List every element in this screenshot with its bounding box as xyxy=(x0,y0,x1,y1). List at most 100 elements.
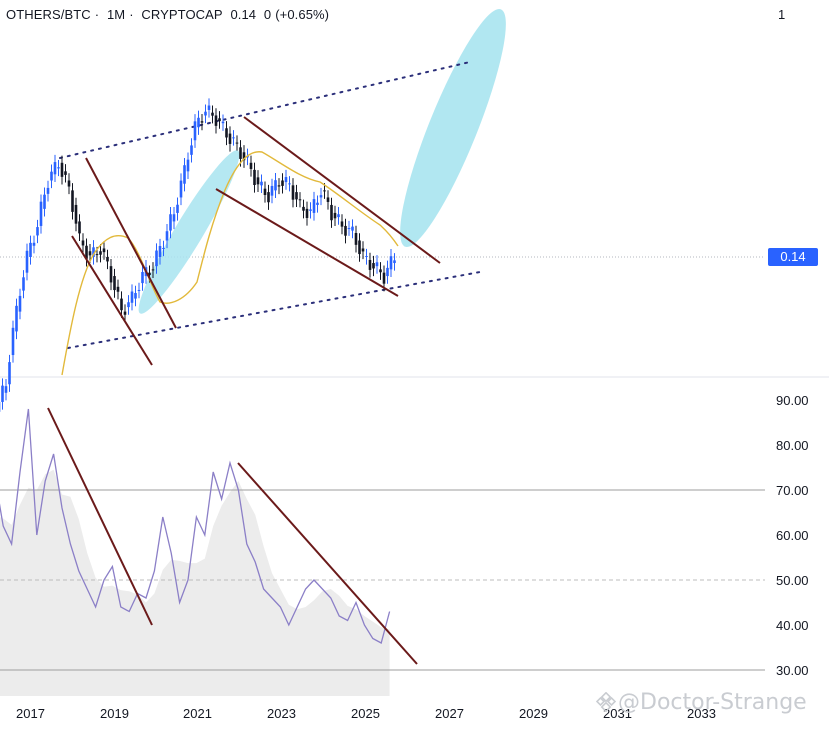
rsi-trendline-2018 xyxy=(47,407,153,626)
candle-body xyxy=(228,133,232,144)
time-tick: 2019 xyxy=(100,706,129,721)
candle-body xyxy=(81,240,85,246)
separator: · xyxy=(94,7,100,22)
rsi-trendline-2022 xyxy=(237,462,418,665)
candle-body xyxy=(288,183,291,185)
candle-body xyxy=(18,295,22,312)
watermark-text: @Doctor-Strange xyxy=(618,690,807,715)
change-percent: (+0.65%) xyxy=(275,7,330,22)
moving-average-line xyxy=(61,151,399,376)
candle-body xyxy=(29,242,32,257)
candle-body xyxy=(239,147,242,159)
candle-body xyxy=(333,212,337,219)
change-value: 0 xyxy=(263,7,272,22)
candle-body xyxy=(50,171,53,181)
candle-body xyxy=(102,248,106,253)
candle-body xyxy=(211,112,214,116)
candle-body xyxy=(134,293,137,299)
candle-body xyxy=(71,190,74,212)
interval-label[interactable]: 1M xyxy=(106,7,126,22)
candle-body xyxy=(340,221,344,227)
candle-body xyxy=(60,162,64,177)
candle-body xyxy=(53,162,57,175)
candle-body xyxy=(67,180,71,187)
candle-body xyxy=(375,262,379,267)
trendline-2018-lower xyxy=(71,235,153,366)
candle-body xyxy=(242,152,246,161)
candle-body xyxy=(64,171,67,175)
watermark: @Doctor-Strange xyxy=(596,690,807,715)
candle-body xyxy=(4,386,8,393)
candle-body xyxy=(281,180,284,186)
candle-body xyxy=(249,162,253,169)
rsi-tick-30: 30.00 xyxy=(776,663,809,678)
candle-body xyxy=(382,272,386,284)
candle-body xyxy=(235,142,239,144)
candle-body xyxy=(323,190,326,192)
candle-body xyxy=(137,289,141,291)
candle-body xyxy=(8,362,11,385)
price-axis-tick: 1 xyxy=(778,7,785,22)
candle-body xyxy=(256,177,260,185)
candle-body xyxy=(172,214,176,222)
candle-body xyxy=(207,105,211,110)
rsi-tick-90: 90.00 xyxy=(776,393,809,408)
chart-title: OTHERS/BTC · 1M · CRYPTOCAP 0.14 0 (+0.65%) xyxy=(6,7,333,22)
trendline-wedge-upper xyxy=(243,116,441,264)
candle-body xyxy=(291,185,295,200)
candle-body xyxy=(92,247,95,257)
candle-body xyxy=(302,206,305,211)
candle-body xyxy=(386,267,389,277)
candle-body xyxy=(270,185,274,196)
time-tick: 2023 xyxy=(267,706,296,721)
exchange-label: CRYPTOCAP xyxy=(141,7,223,22)
candle-body xyxy=(204,111,207,116)
candle-body xyxy=(365,256,368,258)
candle-body xyxy=(22,277,25,291)
candle-body xyxy=(218,118,221,122)
candle-body xyxy=(267,192,270,203)
candle-body xyxy=(389,256,393,270)
candle-body xyxy=(116,286,120,292)
rsi-band xyxy=(0,469,390,696)
rsi-tick-40: 40.00 xyxy=(776,618,809,633)
time-tick: 2017 xyxy=(16,706,45,721)
candle-body xyxy=(46,187,50,194)
candle-body xyxy=(225,128,228,138)
candle-body xyxy=(277,185,281,187)
candle-body xyxy=(368,259,372,270)
candle-body xyxy=(379,269,382,273)
candle-body xyxy=(109,266,113,283)
candle-body xyxy=(330,204,333,221)
candle-body xyxy=(351,226,354,231)
candle-body xyxy=(232,137,235,139)
candle-body xyxy=(393,260,396,264)
candle-body xyxy=(57,167,60,169)
candle-body xyxy=(253,169,256,186)
candle-body xyxy=(151,269,155,271)
candle-body xyxy=(326,197,330,202)
candle-body xyxy=(127,302,130,308)
rsi-line xyxy=(0,408,391,644)
candle-body xyxy=(176,204,179,213)
symbol-label[interactable]: OTHERS/BTC xyxy=(6,7,91,22)
candle-body xyxy=(165,231,169,241)
candle-body xyxy=(193,121,197,141)
candle-body xyxy=(260,181,263,186)
candle-body xyxy=(158,246,162,257)
candle-body xyxy=(221,121,225,124)
candle-body xyxy=(190,145,193,155)
last-price-badge: 0.14 xyxy=(768,248,818,266)
candle-body xyxy=(74,204,78,224)
candle-body xyxy=(162,247,165,249)
candle-body xyxy=(106,257,109,262)
trendlines-upper xyxy=(71,116,441,366)
projection-highlights xyxy=(138,8,506,314)
trendline-2018-upper xyxy=(85,157,177,329)
candle-body xyxy=(354,233,358,245)
time-tick: 2025 xyxy=(351,706,380,721)
channel-upper-line xyxy=(59,61,471,159)
candle-body xyxy=(95,254,99,256)
candle-body xyxy=(123,311,127,315)
